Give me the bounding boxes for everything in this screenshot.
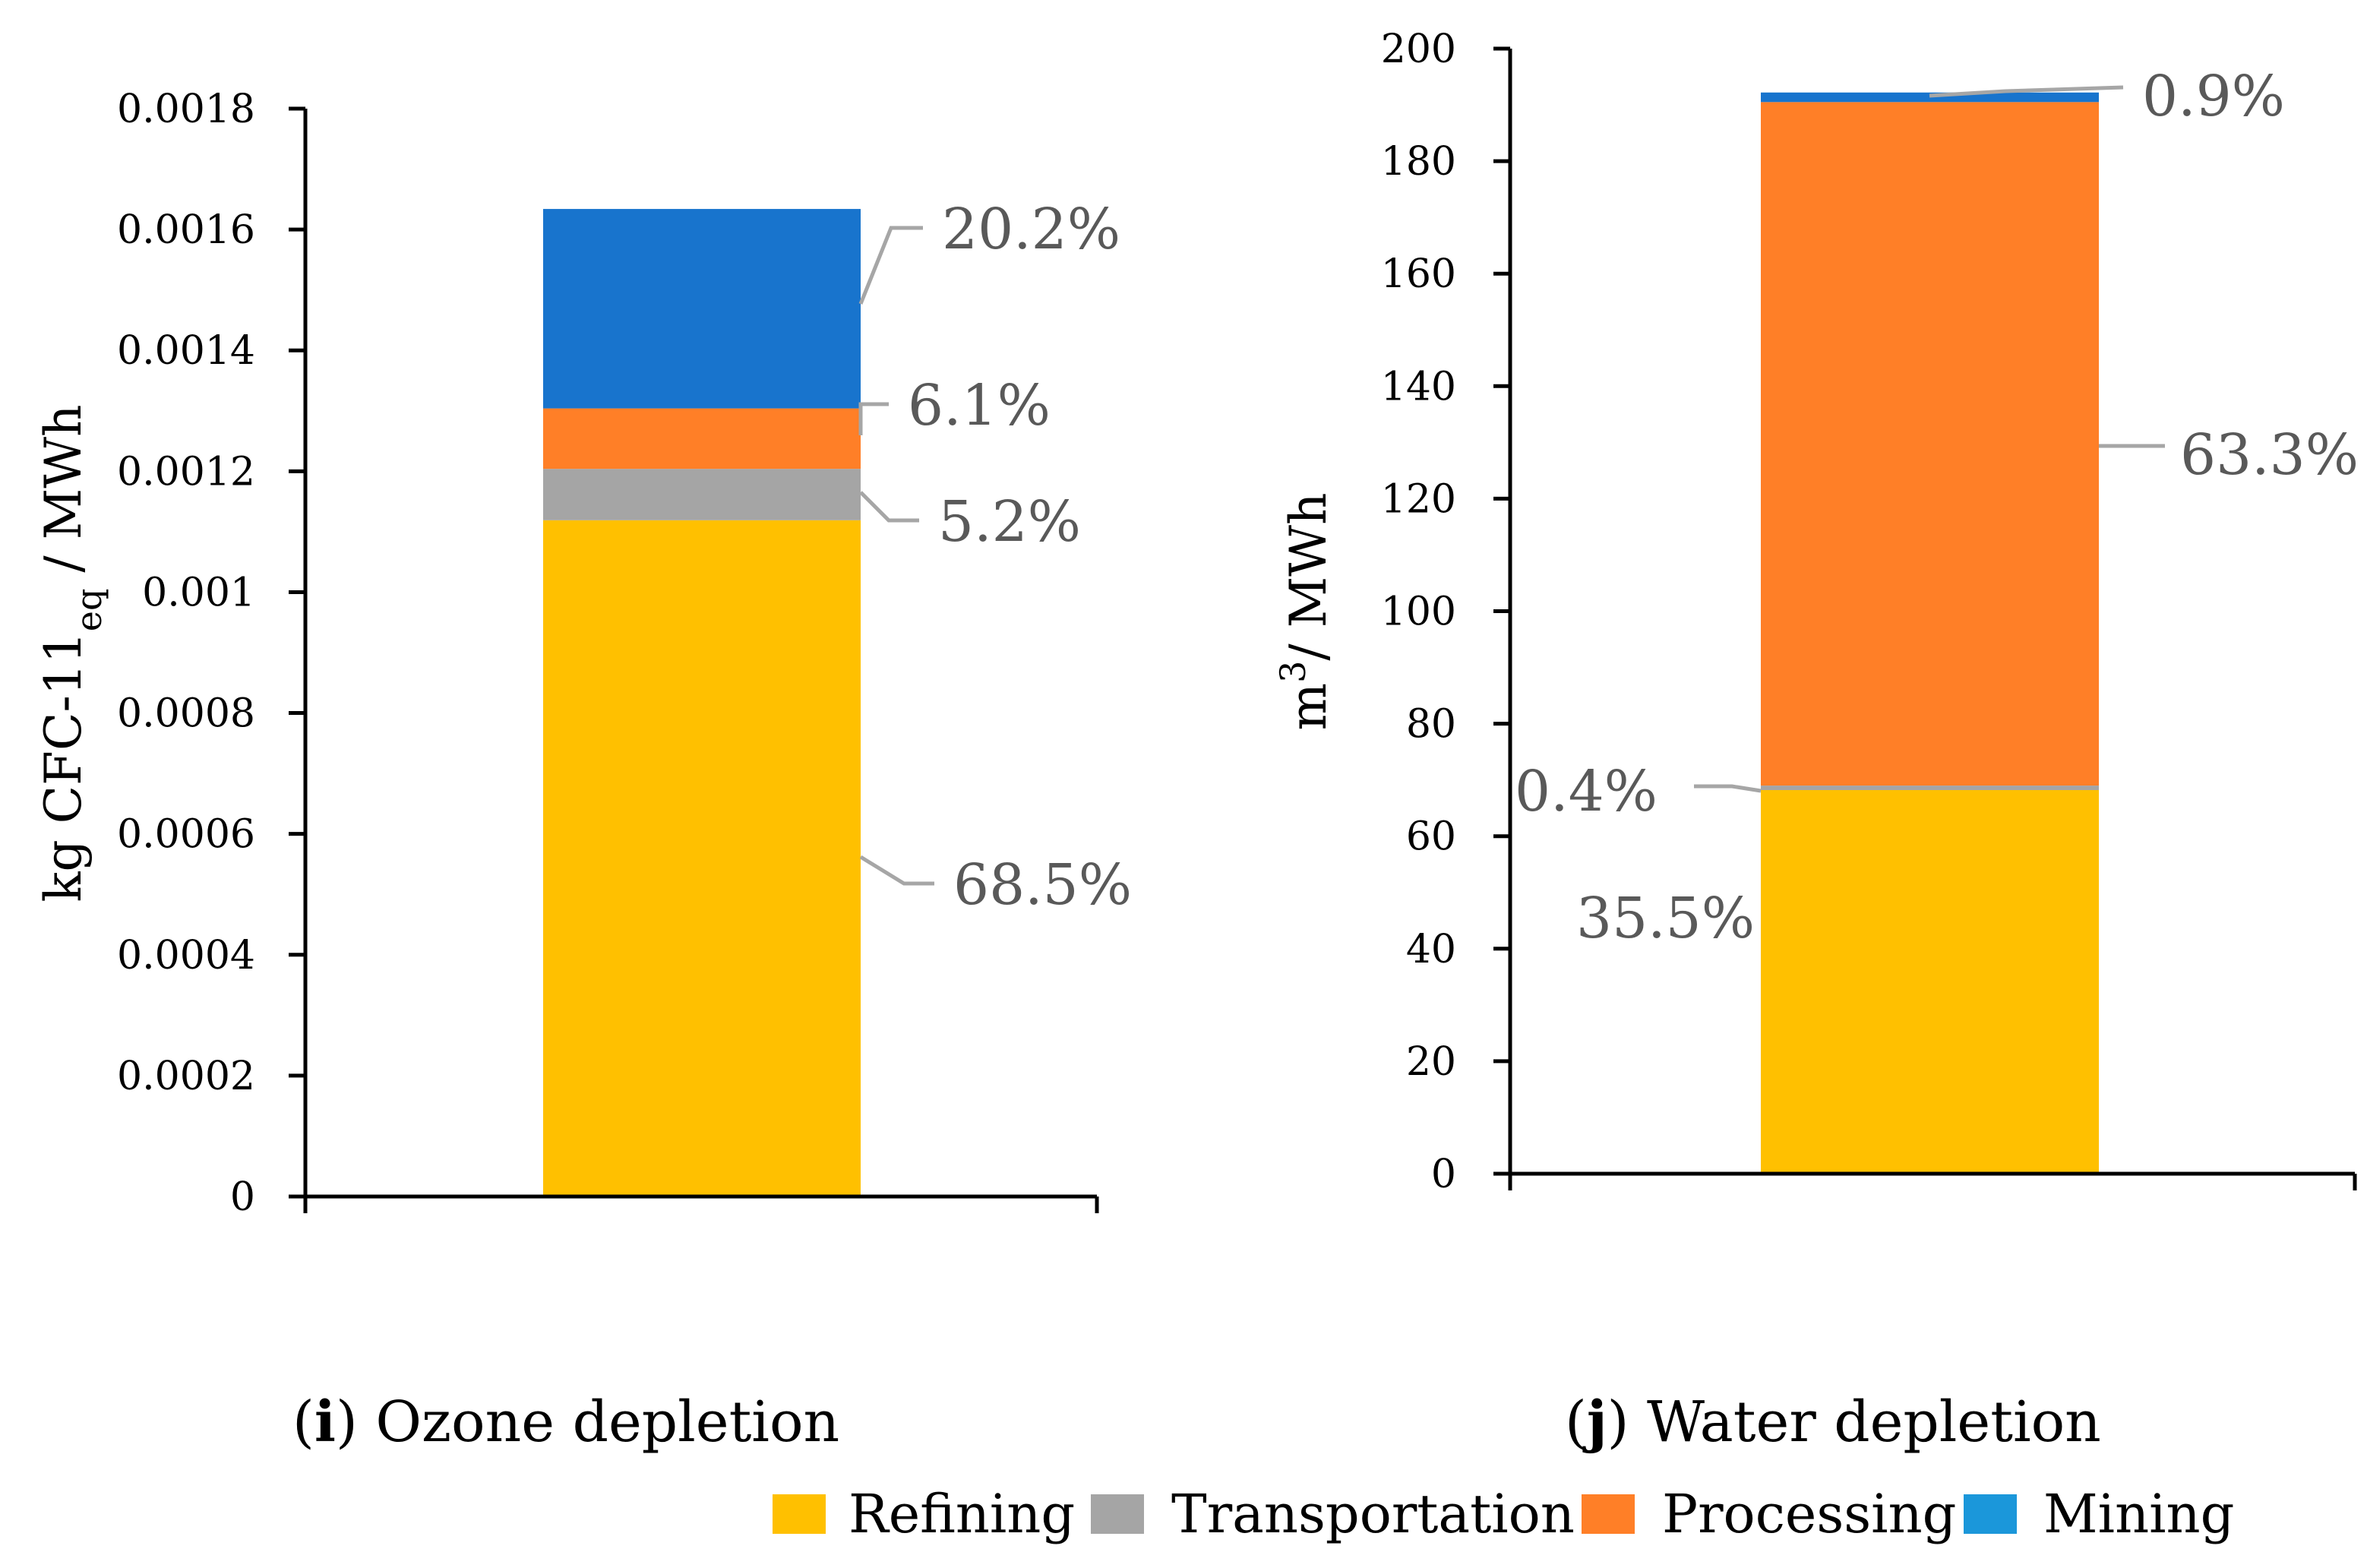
y-tick-label: 0.0004 [117, 933, 255, 978]
legend: Refining Transportation Processing Mining [773, 1483, 2234, 1545]
bar-segment-transportation [1761, 786, 2099, 790]
leader-line-transportation [859, 491, 919, 523]
data-label-transportation: 0.4% [1515, 759, 1658, 824]
y-tick-label: 160 [1381, 251, 1456, 297]
data-label-mining: 0.9% [2142, 64, 2285, 129]
chart-caption: (i) Ozone depletion [292, 1389, 839, 1455]
bar-segment-processing [1761, 102, 2099, 786]
data-label-transportation: 5.2% [938, 489, 1081, 555]
y-tick-label: 0.0016 [117, 207, 255, 253]
bar-segment-transportation [543, 469, 861, 520]
y-tick-label: 60 [1406, 814, 1456, 860]
y-tick-label: 0.001 [142, 570, 255, 615]
y-tick-label: 180 [1381, 139, 1456, 185]
water-depletion-chart: 0 20 40 60 80 100 120 140 160 180 200 m3/ MWh 35.5% 0… [1272, 27, 2359, 1455]
legend-swatch-refining [773, 1494, 826, 1534]
leader-line-transportation [1694, 784, 1762, 793]
legend-swatch-transportation [1091, 1494, 1144, 1534]
leader-line-processing [858, 402, 889, 435]
y-tick-label: 140 [1381, 364, 1456, 409]
bar-segment-refining [1761, 789, 2099, 1174]
legend-label-refining: Refining [849, 1483, 1075, 1545]
ozone-depletion-chart: 0 0.0002 0.0004 0.0006 0.0008 0.001 0.0012 0.00… [34, 87, 1132, 1455]
leader-line-refining [859, 855, 934, 886]
data-label-refining: 68.5% [953, 852, 1132, 918]
y-tick-label: 0.0014 [117, 328, 255, 374]
legend-swatch-mining [1964, 1494, 2017, 1534]
y-tick-label: 120 [1381, 476, 1456, 522]
legend-label-mining: Mining [2043, 1483, 2234, 1545]
y-tick-label: 200 [1381, 27, 1456, 72]
y-tick-label: 0.0018 [117, 87, 255, 132]
chart-caption: (j) Water depletion [1565, 1389, 2101, 1455]
y-tick-label: 0.0012 [117, 449, 255, 495]
y-tick-label: 0 [1431, 1152, 1456, 1197]
legend-label-processing: Processing [1662, 1483, 1956, 1545]
y-tick-label: 40 [1406, 927, 1456, 972]
y-tick-label: 0 [230, 1174, 255, 1220]
data-label-processing: 6.1% [908, 373, 1051, 438]
y-tick-label: 80 [1406, 702, 1456, 748]
y-tick-label: 0.0008 [117, 691, 255, 737]
y-tick-label: 0.0006 [117, 812, 255, 858]
bar-segment-refining [543, 520, 861, 1197]
y-axis-label: m3/ MWh [1272, 492, 1338, 730]
legend-label-transportation: Transportation [1171, 1483, 1575, 1545]
bar-segment-mining [543, 209, 861, 409]
data-label-refining: 35.5% [1576, 886, 1755, 951]
y-axis-label: kg CFC-11eq / MWh [34, 404, 109, 902]
leader-line-mining [1929, 85, 2124, 98]
leader-line-mining [858, 226, 923, 305]
y-tick-label: 100 [1381, 590, 1456, 635]
data-label-processing: 63.3% [2180, 422, 2359, 488]
y-tick-label: 20 [1406, 1039, 1456, 1085]
legend-swatch-processing [1582, 1494, 1635, 1534]
data-label-mining: 20.2% [942, 197, 1120, 262]
y-tick-label: 0.0002 [117, 1054, 255, 1099]
bar-segment-processing [543, 408, 861, 469]
